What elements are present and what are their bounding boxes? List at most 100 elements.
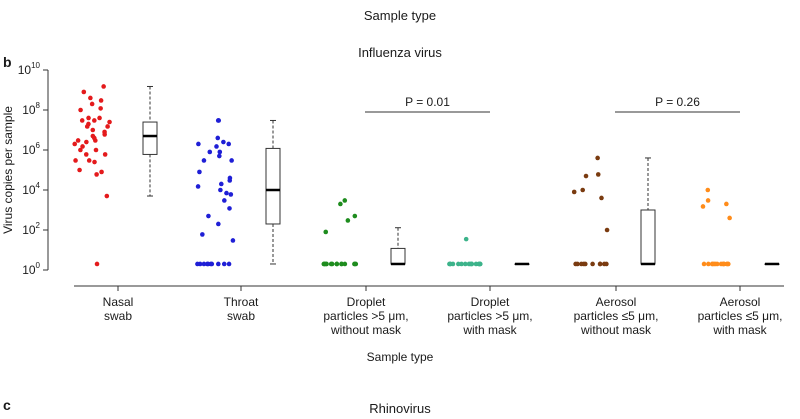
x-tick-label: Aerosol	[596, 295, 637, 309]
data-point	[218, 181, 224, 187]
x-tick-label: Droplet	[471, 295, 510, 309]
data-point	[342, 198, 348, 203]
data-point	[104, 193, 110, 199]
x-tick-label: particles >5 μm,	[447, 309, 532, 323]
data-point	[579, 261, 584, 267]
data-point	[353, 261, 359, 267]
data-point	[229, 158, 234, 163]
data-point	[217, 153, 222, 159]
data-point	[334, 261, 340, 267]
data-point	[456, 261, 461, 267]
y-tick-label: 108	[22, 101, 40, 117]
data-point	[200, 232, 205, 237]
data-point	[595, 155, 600, 161]
data-point	[345, 218, 351, 223]
x-tick-label: particles >5 μm,	[323, 309, 408, 323]
data-point	[595, 172, 601, 177]
data-point	[75, 138, 81, 143]
x-tick-label: swab	[104, 309, 132, 323]
data-point	[352, 213, 358, 219]
data-point	[230, 238, 236, 243]
data-point	[604, 227, 610, 233]
data-point	[201, 261, 207, 267]
box-body	[265, 147, 281, 225]
p-value-label: P = 0.26	[655, 95, 700, 109]
data-point	[228, 192, 234, 197]
data-point	[705, 187, 711, 193]
box-body	[390, 247, 406, 265]
data-point	[705, 198, 711, 203]
chart-title: Influenza virus	[358, 45, 442, 60]
data-point	[583, 261, 588, 267]
data-point	[92, 159, 97, 165]
data-point	[221, 139, 226, 145]
data-point	[338, 201, 343, 207]
y-tick-label: 100	[22, 261, 40, 277]
data-point	[227, 175, 233, 181]
y-tick-label: 1010	[18, 61, 41, 77]
data-point	[214, 144, 219, 149]
panel-c-title: Rhinovirus	[369, 401, 431, 416]
x-tick-label: with mask	[712, 323, 767, 337]
data-point	[93, 147, 99, 153]
data-point	[90, 127, 96, 133]
data-point	[195, 184, 201, 189]
data-point	[98, 98, 104, 103]
data-point	[218, 187, 223, 193]
y-tick-label: 106	[22, 141, 40, 157]
data-point	[91, 135, 97, 141]
data-point	[205, 261, 210, 267]
data-point	[94, 261, 100, 267]
data-point	[84, 139, 89, 145]
data-point	[196, 141, 201, 147]
top-caption: Sample type	[363, 8, 437, 23]
data-point	[224, 190, 229, 196]
data-point	[342, 261, 348, 267]
x-tick-label: particles ≤5 μm,	[698, 309, 783, 323]
data-point	[721, 261, 727, 267]
data-point	[725, 261, 730, 267]
p-value-label: P = 0.01	[405, 95, 450, 109]
data-point	[98, 106, 103, 111]
data-point	[99, 169, 104, 175]
data-point	[105, 124, 110, 129]
data-point	[477, 261, 483, 267]
data-point	[197, 169, 202, 175]
data-point	[201, 158, 207, 163]
data-point	[575, 261, 580, 267]
data-point	[583, 173, 589, 179]
data-point	[79, 118, 85, 123]
data-point	[463, 236, 469, 242]
data-point	[216, 118, 222, 123]
data-point	[727, 215, 732, 221]
data-point	[323, 261, 329, 267]
data-point	[195, 261, 200, 267]
data-point	[724, 201, 729, 207]
y-tick-label: 102	[22, 221, 40, 237]
y-axis-title: Virus copies per sample	[1, 106, 15, 234]
data-point	[604, 261, 609, 267]
data-point	[78, 107, 83, 113]
data-point	[89, 101, 95, 107]
x-tick-label: Nasal	[103, 295, 134, 309]
data-point	[459, 261, 464, 267]
data-point	[78, 147, 83, 153]
data-point	[226, 261, 232, 267]
x-tick-label: swab	[227, 309, 255, 323]
data-point	[710, 261, 715, 267]
data-point	[328, 261, 334, 267]
data-point	[216, 221, 221, 227]
x-tick-label: particles ≤5 μm,	[574, 309, 659, 323]
x-axis-title: Sample type	[366, 350, 434, 364]
data-point	[222, 198, 227, 203]
x-tick-label: Droplet	[347, 295, 386, 309]
data-point	[102, 152, 108, 157]
data-point	[590, 261, 595, 267]
panel-b-letter: b	[3, 54, 12, 70]
data-point	[580, 187, 586, 193]
data-point	[86, 158, 92, 163]
data-point	[107, 119, 112, 125]
x-tick-label: without mask	[580, 323, 652, 337]
data-point	[462, 261, 468, 267]
data-point	[97, 115, 102, 121]
